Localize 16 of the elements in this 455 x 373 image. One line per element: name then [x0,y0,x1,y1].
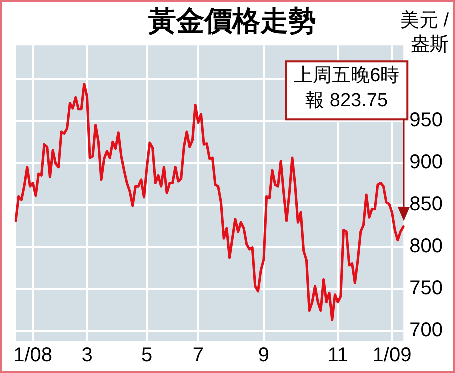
y-tick-label: 950 [410,110,444,132]
x-tick-label: 7 [192,344,204,367]
y-tick-label: 700 [410,319,444,342]
y-axis-title: 美元 / 盎斯 [400,10,450,56]
x-tick-label: 11 [328,344,348,367]
x-tick-label: 9 [258,344,270,367]
y-tick-label: 900 [410,152,444,174]
x-tick-label: 3 [82,344,93,367]
y-tick-label: 850 [410,194,444,216]
y-tick-label: 750 [410,277,444,300]
chart-title: 黃金價格走勢 [148,6,316,37]
x-tick-label: 1/09 [372,344,412,367]
x-tick-label: 1/08 [14,344,53,367]
x-tick-label: 5 [142,344,153,367]
y-tick-label: 800 [410,236,444,258]
annotation: 上周五晚6時報 823.75 [294,65,400,112]
